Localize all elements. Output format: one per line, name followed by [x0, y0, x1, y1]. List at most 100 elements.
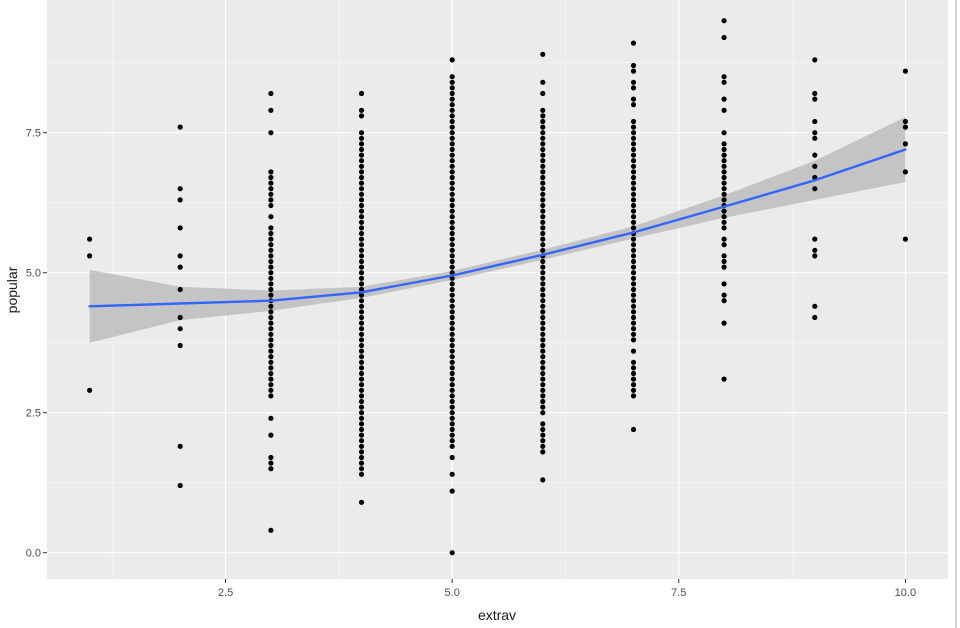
- data-point: [449, 281, 455, 287]
- data-point: [721, 298, 727, 304]
- data-point: [358, 292, 365, 298]
- data-point: [721, 236, 727, 242]
- data-point: [358, 258, 365, 265]
- data-point: [358, 303, 365, 309]
- data-point: [540, 477, 546, 483]
- data-point: [812, 303, 818, 309]
- data-point: [449, 275, 455, 281]
- data-point: [358, 365, 365, 371]
- data-point: [358, 393, 365, 399]
- data-point: [358, 471, 365, 477]
- data-point: [630, 146, 637, 153]
- data-point: [449, 471, 455, 477]
- data-point: [268, 359, 274, 365]
- data-point: [540, 348, 546, 354]
- data-point: [268, 275, 274, 281]
- data-point: [449, 443, 455, 449]
- data-point: [721, 219, 727, 225]
- x-axis-ticks: 2.5 5.0 7.5 10.0: [218, 579, 916, 599]
- data-point: [902, 141, 909, 147]
- data-point: [358, 208, 365, 214]
- data-point: [268, 382, 274, 388]
- data-point: [721, 107, 727, 113]
- data-point: [268, 225, 274, 231]
- data-point: [721, 208, 727, 214]
- data-point: [449, 320, 455, 326]
- data-point: [812, 247, 818, 253]
- data-point: [268, 376, 274, 382]
- data-point: [630, 286, 637, 293]
- data-point: [902, 68, 909, 74]
- data-point: [540, 404, 546, 410]
- data-point: [358, 460, 365, 466]
- data-point: [449, 382, 455, 388]
- data-point: [540, 286, 546, 293]
- data-point: [449, 432, 455, 438]
- data-point: [540, 124, 546, 130]
- data-point: [449, 253, 455, 259]
- data-point: [358, 236, 365, 242]
- data-point: [721, 292, 727, 298]
- data-point: [540, 281, 546, 287]
- data-point: [358, 342, 365, 349]
- data-point: [540, 90, 546, 97]
- data-point: [449, 219, 455, 225]
- x-axis-title: extrav: [478, 607, 516, 623]
- data-point: [540, 264, 546, 270]
- data-point: [540, 146, 546, 153]
- data-point: [630, 202, 637, 209]
- data-point: [177, 225, 183, 231]
- smooth-line: [88, 148, 907, 308]
- data-point: [630, 163, 637, 169]
- data-point: [540, 180, 546, 186]
- data-point: [630, 186, 637, 192]
- y-axis-title: popular: [4, 266, 20, 313]
- data-point: [449, 242, 455, 248]
- data-point: [358, 404, 365, 410]
- data-point: [177, 342, 183, 349]
- data-point: [721, 158, 727, 164]
- data-point: [630, 370, 637, 377]
- data-point: [358, 264, 365, 270]
- data-point: [268, 466, 274, 472]
- data-point: [630, 174, 637, 181]
- data-point: [449, 236, 455, 242]
- data-point: [902, 124, 909, 130]
- data-point: [540, 242, 546, 248]
- data-point: [812, 314, 818, 321]
- data-point: [449, 85, 455, 91]
- data-point: [902, 236, 909, 242]
- data-point: [358, 281, 365, 287]
- data-point: [630, 275, 637, 281]
- data-point: [268, 130, 274, 136]
- data-point: [630, 331, 637, 337]
- data-point: [630, 247, 637, 253]
- data-point: [630, 337, 637, 343]
- data-point: [630, 270, 637, 276]
- data-point: [449, 298, 455, 304]
- data-point: [812, 253, 818, 259]
- data-point: [540, 426, 546, 433]
- data-point: [358, 225, 365, 231]
- data-point: [540, 186, 546, 192]
- y-tick-label: 7.5: [26, 128, 41, 140]
- data-point: [630, 208, 637, 214]
- data-point: [540, 331, 546, 337]
- data-point: [449, 197, 455, 203]
- data-point: [540, 398, 546, 405]
- data-point: [268, 337, 274, 343]
- data-point: [177, 482, 183, 489]
- data-point: [630, 180, 637, 186]
- data-point: [268, 354, 274, 360]
- data-point: [268, 107, 274, 113]
- data-point: [358, 113, 365, 119]
- data-point: [358, 253, 365, 259]
- data-point: [721, 225, 727, 231]
- data-point: [358, 169, 365, 175]
- data-point: [268, 230, 274, 237]
- data-point: [630, 292, 637, 298]
- data-point: [540, 326, 546, 332]
- data-point: [721, 141, 727, 147]
- data-point: [540, 197, 546, 203]
- data-point: [449, 342, 455, 349]
